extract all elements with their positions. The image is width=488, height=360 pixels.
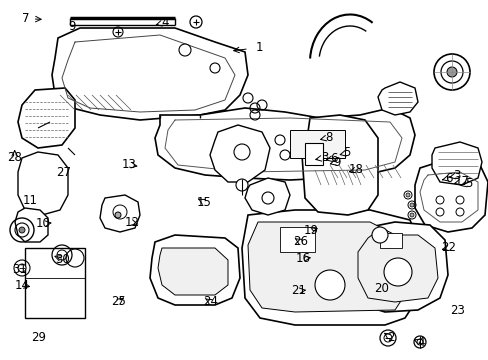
Bar [289,130,345,158]
Circle shape [379,330,395,346]
Text: 15: 15 [197,196,211,209]
Text: 23: 23 [449,304,464,317]
Polygon shape [349,222,447,312]
Text: 19: 19 [303,224,318,237]
Text: 2: 2 [386,331,394,344]
Text: 24: 24 [203,295,217,308]
Text: 27: 27 [56,166,71,179]
Text: 9: 9 [333,156,341,168]
Text: 6: 6 [329,152,337,165]
Polygon shape [209,125,269,182]
Text: 3: 3 [452,169,460,182]
Circle shape [416,339,422,345]
Polygon shape [100,195,140,232]
Circle shape [209,63,220,73]
Polygon shape [357,235,437,302]
Polygon shape [431,142,481,185]
Text: 17: 17 [454,175,468,188]
Text: 20: 20 [373,282,388,294]
Polygon shape [158,248,227,295]
Polygon shape [242,210,419,325]
Bar [305,143,323,165]
Text: 4: 4 [161,16,169,29]
Text: 9: 9 [68,21,76,33]
Text: 4: 4 [417,336,425,349]
Polygon shape [52,28,247,120]
Polygon shape [150,235,240,305]
Text: 29: 29 [31,331,45,344]
Circle shape [409,213,413,217]
Circle shape [190,16,202,28]
Polygon shape [155,108,414,180]
Bar [280,227,314,252]
Circle shape [383,334,391,342]
Polygon shape [18,88,75,148]
Text: 5: 5 [343,147,350,159]
Circle shape [179,44,191,56]
Text: 3: 3 [321,151,328,164]
Text: 10: 10 [36,217,50,230]
Circle shape [236,179,247,191]
Polygon shape [414,160,487,232]
Text: 1: 1 [255,41,263,54]
Circle shape [371,227,387,243]
Text: 13: 13 [122,158,137,171]
Text: 22: 22 [441,241,455,254]
Polygon shape [302,115,377,215]
Circle shape [314,270,345,300]
Text: 12: 12 [124,216,139,229]
Polygon shape [377,82,417,115]
Circle shape [440,61,462,83]
Polygon shape [15,208,48,242]
Text: 11: 11 [23,194,38,207]
Text: 8: 8 [324,131,332,144]
Circle shape [115,212,121,218]
Text: 31: 31 [12,263,27,276]
Text: 26: 26 [293,235,307,248]
Circle shape [19,227,25,233]
Text: 16: 16 [295,252,310,265]
Circle shape [446,67,456,77]
Text: 7: 7 [22,12,30,25]
Circle shape [234,144,249,160]
Text: 14: 14 [15,279,29,292]
Text: 5: 5 [464,177,471,190]
Text: 21: 21 [290,284,305,297]
Polygon shape [244,178,289,215]
Circle shape [18,264,26,272]
Circle shape [405,193,409,197]
Circle shape [409,203,413,207]
Polygon shape [18,152,68,215]
Circle shape [433,54,469,90]
Bar [379,233,401,248]
Text: 28: 28 [7,151,22,164]
Circle shape [383,258,411,286]
Text: 30: 30 [55,253,70,266]
Circle shape [413,336,425,348]
Text: 25: 25 [111,295,125,308]
Text: 18: 18 [348,163,363,176]
Bar [187,258,205,278]
Polygon shape [247,222,407,312]
Polygon shape [25,248,85,318]
Text: 6: 6 [444,172,452,185]
